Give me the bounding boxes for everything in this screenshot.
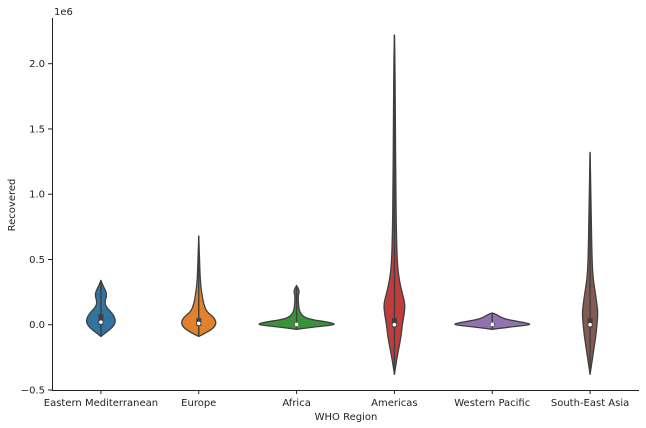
y-axis-label: Recovered	[7, 179, 18, 232]
violin-median-point	[294, 322, 299, 327]
violin-median-point	[196, 321, 201, 326]
y-ticks: −0.5 0.0 0.5 1.0 1.5 2.0	[21, 59, 52, 397]
violin-median-point	[490, 322, 495, 327]
y-tick-label: 0.5	[29, 255, 45, 266]
violin-iqr-box	[391, 318, 397, 328]
y-offset-text: 1e6	[54, 7, 73, 18]
x-tick-label: Eastern Mediterranean	[44, 398, 158, 409]
x-tick-label: Europe	[181, 398, 216, 409]
x-axis-label: WHO Region	[315, 412, 378, 423]
violin-iqr-box	[98, 314, 104, 325]
y-tick-label: 0.0	[29, 320, 45, 331]
y-tick-label: −0.5	[21, 386, 45, 397]
y-tick-label: 1.5	[29, 124, 45, 135]
x-tick-label: Africa	[282, 398, 311, 409]
plot-area	[85, 34, 599, 375]
x-tick-label: Americas	[371, 398, 417, 409]
violin-median-point	[99, 320, 103, 324]
violin-median-point	[588, 322, 592, 327]
x-ticks: Eastern Mediterranean Europe Africa America…	[44, 390, 629, 409]
x-tick-label: Western Pacific	[454, 398, 530, 409]
violin-median-point	[392, 322, 397, 327]
y-tick-label: 1.0	[29, 190, 45, 201]
violin-iqr-box	[587, 318, 593, 328]
x-tick-label: South-East Asia	[551, 398, 629, 409]
y-tick-label: 2.0	[29, 59, 45, 70]
